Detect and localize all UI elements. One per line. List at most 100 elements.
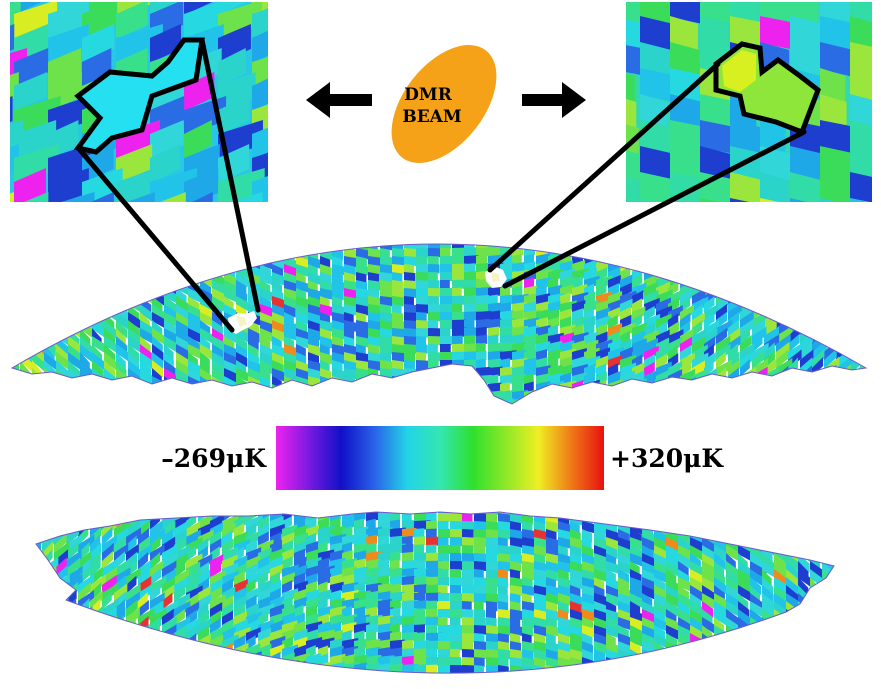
sky-pixel [474, 665, 485, 674]
sky-pixel [786, 609, 803, 629]
sky-pixel [90, 638, 103, 658]
sky-pixel [618, 657, 629, 672]
sky-pixel [92, 216, 108, 235]
connector-right-inner [502, 129, 807, 289]
sky-pixel [104, 392, 114, 404]
sky-pixel [822, 513, 834, 534]
sky-pixel [234, 514, 248, 530]
sky-pixel [140, 368, 155, 386]
sky-pixel [356, 200, 370, 212]
sky-pixel [510, 553, 524, 565]
sky-pixel [270, 555, 283, 570]
sky-pixel [750, 529, 764, 548]
sky-pixel [380, 256, 396, 267]
sky-pixel [428, 216, 443, 225]
sky-pixel [272, 200, 285, 214]
sky-pixel [476, 398, 490, 404]
sky-pixel [200, 336, 211, 353]
sky-pixel [428, 352, 441, 362]
sky-pixel [834, 673, 844, 689]
sky-pixel [44, 312, 57, 333]
sky-pixel [222, 626, 236, 642]
sky-pixel [66, 512, 77, 530]
sky-pixel [438, 672, 449, 674]
sky-pixel [138, 599, 149, 618]
sky-pixel [474, 593, 488, 604]
sky-pixel [464, 303, 480, 313]
sky-pixel [678, 593, 692, 610]
sky-pixel [750, 512, 764, 524]
sky-pixel [92, 320, 108, 340]
sky-pixel [162, 536, 176, 554]
sky-pixel [224, 328, 238, 344]
sky-pixel [282, 524, 298, 538]
sky-pixel [860, 307, 866, 329]
sky-pixel [824, 212, 836, 233]
sky-pixel [836, 396, 848, 404]
sky-pixel [644, 321, 656, 337]
sky-pixel [498, 673, 513, 674]
sky-pixel [594, 625, 609, 639]
sky-pixel [342, 678, 357, 689]
sky-pixel [834, 601, 847, 622]
sky-pixel [498, 609, 514, 620]
sky-pixel [162, 584, 175, 602]
sky-pixel [380, 248, 390, 259]
sky-pixel [20, 248, 30, 270]
sky-pixel [500, 214, 514, 225]
sky-pixel [320, 408, 336, 421]
sky-pixel [760, 172, 788, 202]
sky-pixel [464, 287, 477, 297]
sky-pixel [626, 150, 641, 181]
sky-pixel [12, 248, 23, 270]
sky-pixel [12, 272, 21, 294]
sky-pixel [464, 199, 474, 209]
sky-pixel [452, 255, 468, 265]
sky-pixel [20, 320, 37, 342]
sky-pixel [234, 658, 246, 674]
sky-pixel [92, 272, 109, 292]
sky-pixel [162, 544, 178, 562]
sky-pixel [810, 513, 827, 534]
sky-pixel [416, 208, 426, 218]
sky-pixel [318, 669, 332, 674]
sky-pixel [186, 545, 197, 562]
sky-pixel [80, 264, 96, 284]
sky-pixel [834, 529, 846, 550]
sky-pixel [236, 384, 250, 400]
sky-pixel [798, 529, 808, 549]
sky-pixel [318, 605, 334, 618]
sky-pixel [318, 512, 330, 514]
sky-pixel [640, 94, 668, 129]
sky-pixel [632, 394, 644, 404]
sky-pixel [848, 299, 861, 321]
sky-pixel [486, 649, 502, 660]
sky-pixel [752, 374, 769, 393]
sky-pixel [116, 248, 133, 267]
sky-pixel [642, 617, 656, 633]
sky-pixel [282, 512, 292, 522]
sky-pixel [776, 206, 787, 225]
sky-pixel [654, 609, 666, 625]
sky-pixel [258, 547, 272, 562]
sky-pixel [210, 546, 220, 562]
sky-pixel [824, 284, 841, 305]
sky-pixel [824, 260, 840, 281]
sky-pixel [210, 626, 224, 642]
sky-pixel [790, 198, 807, 202]
sky-pixel [222, 530, 233, 546]
sky-pixel [152, 248, 163, 266]
sky-pixel [54, 677, 68, 689]
sky-pixel [678, 665, 693, 674]
sky-pixel [498, 585, 508, 596]
sky-pixel [860, 244, 866, 249]
sky-pixel [438, 592, 450, 602]
sky-pixel [356, 248, 369, 260]
sky-pixel [272, 328, 286, 343]
sky-pixel [716, 255, 731, 273]
sky-pixel [486, 633, 501, 644]
sky-pixel [644, 244, 661, 257]
sky-pixel [102, 590, 112, 610]
sky-pixel [390, 639, 405, 650]
sky-pixel [162, 608, 174, 626]
